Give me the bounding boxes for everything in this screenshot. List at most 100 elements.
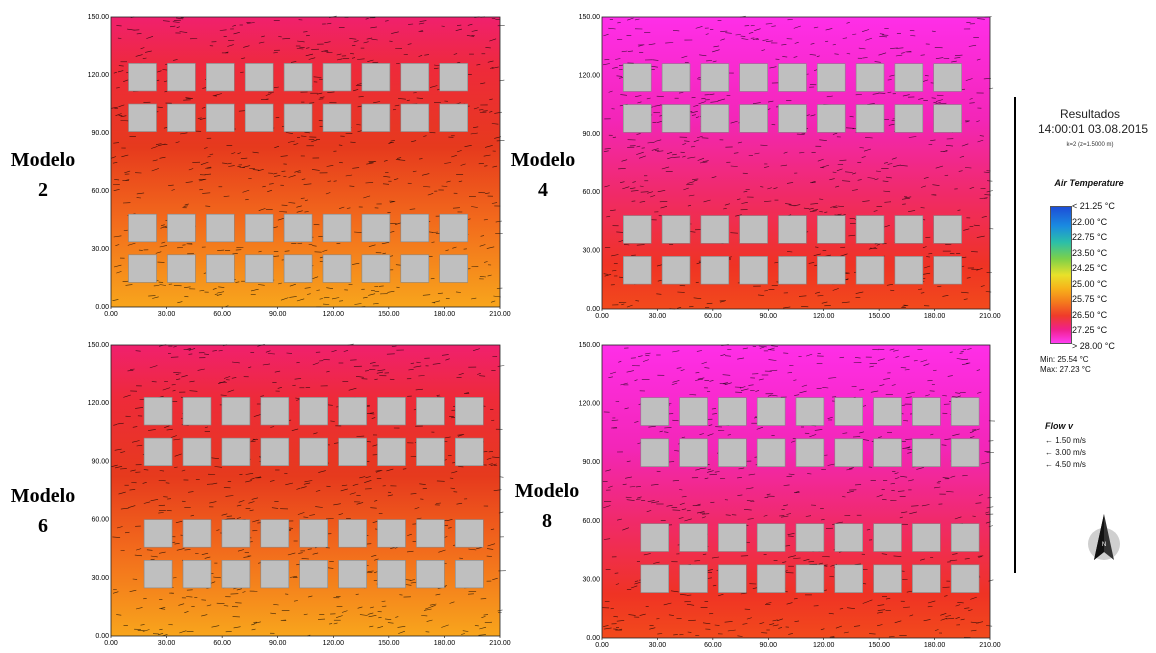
building-block (739, 104, 768, 133)
building-block (912, 523, 941, 552)
building-block (244, 254, 274, 283)
building-block (661, 63, 691, 92)
x-tick-label: 180.00 (434, 640, 456, 647)
x-tick-label: 30.00 (649, 313, 667, 320)
building-block (912, 438, 941, 467)
min-value: Min: 25.54 °C (1040, 355, 1089, 364)
x-tick-label: 180.00 (434, 311, 456, 318)
temperature-field (602, 345, 990, 638)
building-block (322, 63, 352, 92)
building-block (950, 523, 980, 552)
x-tick-label: 30.00 (649, 642, 667, 649)
building-block (454, 559, 484, 589)
building-block (718, 564, 747, 593)
flow-speed-3: 4.50 m/s (1055, 460, 1086, 469)
building-block (283, 63, 313, 92)
flow-speed-1: 1.50 m/s (1055, 436, 1086, 445)
building-block (221, 559, 251, 589)
x-tick-label: 0.00 (595, 642, 609, 649)
building-block (400, 254, 430, 283)
building-block (182, 519, 212, 548)
model-6-word: Modelo (10, 485, 76, 507)
building-block (756, 564, 786, 593)
building-block (400, 103, 430, 132)
building-block (679, 397, 708, 426)
building-block (221, 397, 251, 426)
building-block (377, 519, 406, 548)
building-block (873, 564, 902, 593)
y-tick-label: 150.00 (579, 14, 601, 21)
x-tick-label: 90.00 (760, 642, 778, 649)
x-tick-label: 0.00 (104, 640, 118, 647)
building-block (718, 397, 747, 426)
building-block (855, 256, 885, 285)
building-block (143, 437, 173, 467)
y-tick-label: 120.00 (579, 72, 601, 79)
y-tick-label: 90.00 (91, 458, 109, 465)
building-block (700, 215, 730, 244)
panel-frame (110, 344, 501, 637)
colorbar-label: 27.25 °C (1072, 325, 1108, 335)
building-block (400, 63, 430, 92)
x-tick-label: 210.00 (489, 311, 511, 318)
building-block (244, 63, 274, 92)
building-block (622, 215, 652, 244)
x-tick-label: 90.00 (269, 640, 287, 647)
building-block (795, 523, 825, 552)
x-tick-label: 60.00 (213, 311, 231, 318)
building-block (679, 564, 708, 593)
building-block (873, 397, 902, 426)
building-block (834, 438, 863, 467)
model-8-number: 8 (542, 510, 552, 532)
y-tick-label: 120.00 (579, 401, 601, 408)
arrow-icon: ← (1045, 448, 1053, 457)
y-tick-label: 90.00 (582, 459, 600, 466)
building-block (661, 256, 691, 285)
building-block (167, 103, 196, 132)
building-block (439, 103, 469, 132)
model-4-label: Modelo 4 (508, 145, 578, 205)
building-block (700, 104, 730, 133)
building-block (855, 104, 885, 133)
building-block (454, 397, 484, 426)
building-block (816, 256, 846, 285)
building-block (950, 564, 980, 593)
building-block (322, 254, 352, 283)
flow-item-2: ← 3.00 m/s (1045, 448, 1086, 457)
x-tick-label: 210.00 (979, 313, 1001, 320)
y-tick-label: 120.00 (88, 72, 110, 79)
y-tick-label: 90.00 (582, 131, 600, 138)
model-8-word: Modelo (514, 480, 580, 502)
x-tick-label: 30.00 (158, 640, 176, 647)
x-tick-label: 120.00 (323, 311, 345, 318)
building-block (221, 437, 251, 467)
building-block (338, 519, 367, 548)
building-block (894, 215, 924, 244)
building-block (416, 397, 445, 426)
building-block (795, 438, 825, 467)
y-tick-label: 120.00 (88, 400, 110, 407)
y-tick-label: 30.00 (91, 246, 109, 253)
results-level: k=2 (z=1.5000 m) (1066, 142, 1114, 148)
colorbar-label: 25.75 °C (1072, 294, 1108, 304)
building-block (283, 103, 313, 132)
y-tick-label: 30.00 (91, 575, 109, 582)
building-block (182, 437, 212, 467)
building-block (260, 559, 290, 589)
results-datetime: 14:00:01 03.08.2015 (1037, 122, 1149, 136)
building-block (416, 519, 445, 548)
building-block (622, 104, 652, 133)
x-tick-label: 120.00 (813, 313, 835, 320)
x-tick-label: 120.00 (813, 642, 835, 649)
building-block (933, 215, 962, 244)
building-block (933, 63, 962, 92)
y-tick-label: 60.00 (582, 518, 600, 525)
building-block (260, 437, 290, 467)
y-tick-label: 150.00 (579, 342, 601, 349)
building-block (338, 559, 367, 589)
building-block (338, 397, 367, 426)
building-block (439, 213, 469, 243)
building-block (679, 438, 708, 467)
building-block (167, 213, 196, 243)
